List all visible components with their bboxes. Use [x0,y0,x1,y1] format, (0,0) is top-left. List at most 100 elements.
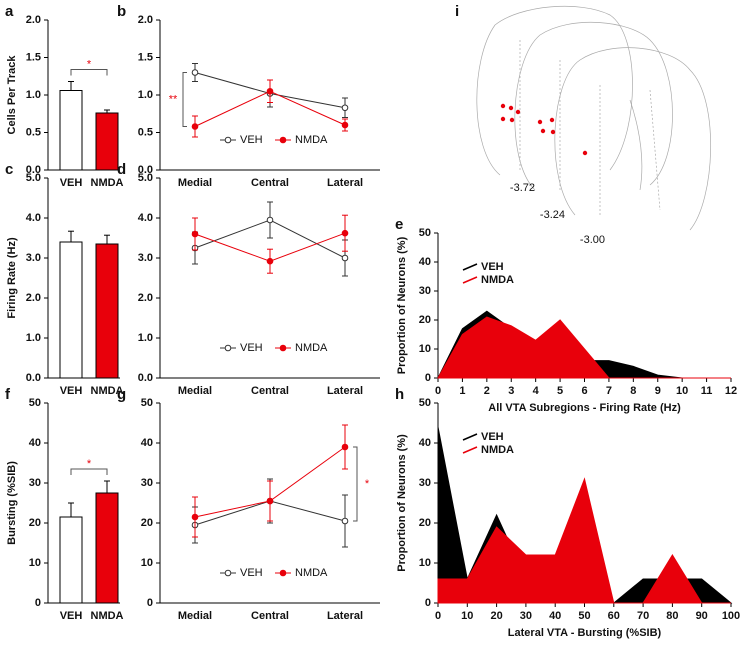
y-tick-label: 50 [419,397,431,409]
legend-line [462,433,478,441]
annotation: * [87,58,92,70]
panel-label: g [117,386,126,403]
y-tick-label: 20 [141,517,153,529]
legend-marker [224,136,232,144]
y-tick-label: 0.0 [138,372,153,384]
y-tick-label: 20 [29,517,41,529]
x-tick-label: 40 [549,610,561,622]
marker [341,229,349,237]
y-tick-label: 0.0 [26,164,41,176]
panel-label: f [5,386,11,403]
x-tick-label: 8 [630,385,636,397]
panel-label: b [117,3,126,20]
x-tick-label: NMDA [91,385,124,397]
x-tick-label: 4 [533,385,540,397]
x-tick-label: Medial [178,385,212,397]
x-tick-label: 5 [557,385,563,397]
y-axis-label: Cells Per Track [6,55,18,135]
y-tick-label: 30 [419,477,431,489]
y-tick-label: 2.0 [26,14,41,26]
legend-line [462,276,478,284]
y-tick-label: 1.0 [138,89,153,101]
bar [95,112,119,171]
x-tick-label: 10 [676,385,688,397]
x-tick-label: 3 [508,385,514,397]
y-tick-label: 10 [29,557,41,569]
x-tick-label: 0 [435,385,441,397]
y-axis-label: Proportion of Neurons (%) [396,434,408,572]
y-tick-label: 40 [141,437,153,449]
legend-label: VEH [481,261,504,273]
x-tick-label: 90 [696,610,708,622]
bar [59,90,83,171]
x-tick-label: VEH [60,177,83,189]
x-tick-label: 100 [722,610,740,622]
y-tick-label: 1.0 [26,89,41,101]
legend-label: NMDA [295,134,328,146]
x-tick-label: Central [251,177,289,189]
injection-sites [500,103,588,156]
y-tick-label: 10 [419,557,431,569]
y-axis-label: Firing Rate (Hz) [6,237,18,319]
legend-label: VEH [240,567,263,579]
x-tick-label: NMDA [91,177,124,189]
annotation: * [365,478,370,490]
y-tick-label: 40 [419,437,431,449]
marker [341,104,349,112]
y-tick-label: 2.0 [26,292,41,304]
bar [59,516,83,604]
panel-label: h [395,386,404,403]
significance-bracket [70,468,108,475]
x-tick-label: 80 [666,610,678,622]
y-tick-label: 5.0 [138,172,153,184]
x-axis-label: All VTA Subregions - Firing Rate (Hz) [488,402,681,414]
y-tick-label: 10 [141,557,153,569]
legend-line [462,263,478,271]
y-axis-label: Bursting (%SIB) [6,461,18,545]
legend-label: NMDA [295,567,328,579]
y-tick-label: 0.5 [26,126,41,138]
legend-marker [279,136,287,144]
y-tick-label: 0 [425,372,431,384]
y-tick-label: 20 [419,517,431,529]
legend-label: NMDA [481,274,514,286]
marker [266,497,274,505]
y-tick-label: 1.5 [26,51,41,63]
legend-marker [224,344,232,352]
x-tick-label: 0 [435,610,441,622]
brain-diagram [476,5,711,231]
marker [341,517,349,525]
significance-bracket [70,69,108,76]
legend-marker [279,344,287,352]
y-tick-label: 20 [419,314,431,326]
y-tick-label: 40 [29,437,41,449]
y-tick-label: 0.0 [138,164,153,176]
x-tick-label: 1 [459,385,465,397]
legend-line [462,446,478,454]
significance-bracket [182,72,187,127]
y-tick-label: 2.0 [138,292,153,304]
y-tick-label: 3.0 [138,252,153,264]
y-tick-label: 30 [141,477,153,489]
marker [341,121,349,129]
y-axis-label: Proportion of Neurons (%) [396,236,408,374]
x-tick-label: 12 [725,385,737,397]
x-tick-label: 6 [581,385,587,397]
significance-bracket [353,446,358,522]
y-tick-label: 1.0 [26,332,41,344]
y-tick-label: 2.0 [138,14,153,26]
x-tick-label: 20 [490,610,502,622]
x-tick-label: NMDA [91,610,124,622]
y-tick-label: 50 [419,227,431,239]
x-tick-label: Medial [178,610,212,622]
y-tick-label: 3.0 [26,252,41,264]
legend-label: NMDA [481,444,514,456]
marker [191,69,199,76]
y-tick-label: 50 [29,397,41,409]
y-tick-label: 4.0 [138,212,153,224]
panel-label: i [455,3,459,20]
marker [191,230,199,238]
x-tick-label: 7 [606,385,612,397]
x-tick-label: Central [251,610,289,622]
legend-label: VEH [240,342,263,354]
